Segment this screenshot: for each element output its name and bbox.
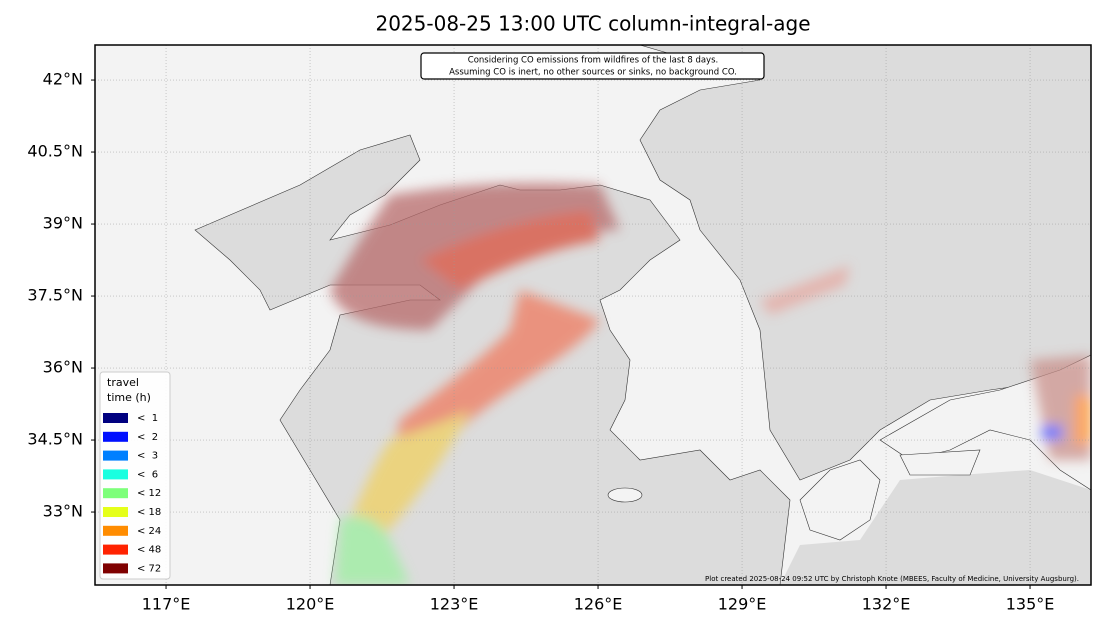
jeju [607, 487, 643, 503]
plume [330, 183, 1091, 585]
legend-label: < 18 [137, 507, 161, 518]
y-tick-label: 33°N [43, 502, 83, 521]
annotation-line: Considering CO emissions from wildfires … [468, 56, 718, 66]
legend-swatch [103, 563, 128, 574]
legend-swatch [103, 544, 128, 555]
legend-label: < 48 [137, 545, 161, 556]
map-area: Plot created 2025-08-24 09:52 UTC by Chr… [95, 45, 1091, 585]
legend-label: < 3 [137, 451, 158, 462]
legend-swatch [103, 469, 128, 480]
legend-label: < 24 [137, 526, 161, 537]
legend-swatch [103, 488, 128, 499]
map-frame [94, 44, 1092, 586]
legend-label: < 72 [137, 563, 161, 574]
shikoku [899, 449, 981, 476]
legend-swatch [103, 431, 128, 442]
legend-swatch [103, 413, 128, 423]
legend-swatch [103, 450, 128, 461]
y-tick-label: 34.5°N [27, 430, 83, 449]
x-tick-label: 126°E [574, 595, 623, 614]
annotation-line: Assuming CO is inert, no other sources o… [449, 68, 737, 78]
y-tick-label: 39°N [43, 214, 83, 233]
legend: travel time (h) < 1 < 2 < 3 < 6 < 12 < 18 < 24… [99, 371, 171, 580]
map-title: 2025-08-25 13:00 UTC column-integral-age [375, 12, 810, 36]
x-tick-label: 129°E [718, 595, 767, 614]
x-tick-label: 123°E [430, 595, 479, 614]
legend-swatch [103, 507, 128, 517]
legend-swatch [103, 525, 128, 536]
legend-label: < 12 [137, 488, 161, 499]
legend-label: < 6 [137, 469, 158, 480]
legend-title: time (h) [107, 391, 151, 404]
legend-label: < 2 [137, 432, 158, 443]
x-tick-label: 117°E [142, 595, 191, 614]
credit: Plot created 2025-08-24 09:52 UTC by Chr… [705, 575, 1079, 583]
x-tick-label: 135°E [1006, 595, 1055, 614]
pacific [780, 470, 1091, 585]
y-tick-label: 36°N [43, 358, 83, 377]
kyushu [799, 459, 881, 541]
legend-title: travel [107, 376, 139, 389]
y-tick-label: 37.5°N [27, 286, 83, 305]
x-tick-label: 132°E [862, 595, 911, 614]
y-tick-label: 42°N [43, 70, 83, 89]
x-tick-label: 120°E [286, 595, 335, 614]
legend-label: < 1 [137, 413, 158, 424]
y-tick-label: 40.5°N [27, 142, 83, 161]
annotation-box [420, 52, 765, 80]
